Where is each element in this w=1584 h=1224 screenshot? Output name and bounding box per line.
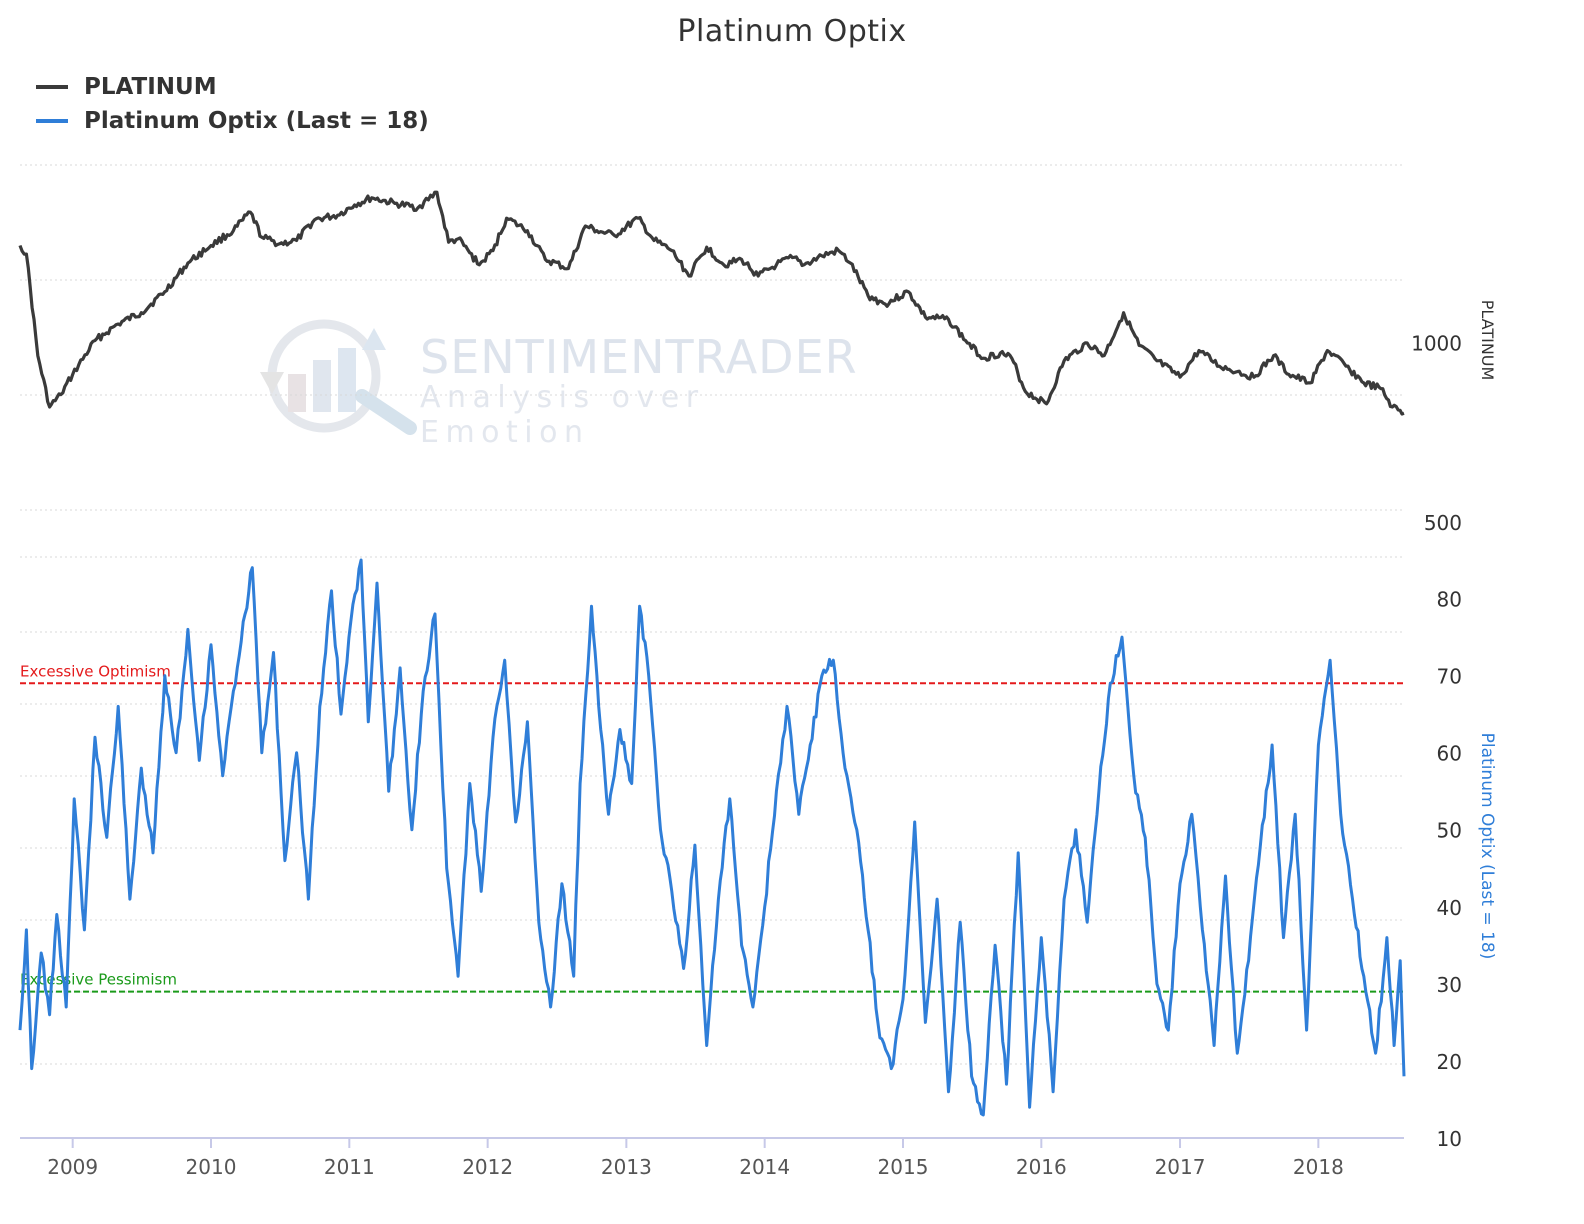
x-tick-label: 2015 [878,1155,929,1179]
chart-title: Platinum Optix [677,14,907,49]
reference-lines: Excessive Optimism Excessive Pessimism [20,662,1404,993]
bottom-y-tick-label: 30 [1437,973,1462,997]
top-y-axis-title: PLATINUM [1478,300,1497,381]
bottom-y-tick-label: 20 [1437,1050,1462,1074]
bottom-y-tick-label: 60 [1437,742,1462,766]
x-tick-label: 2009 [47,1155,98,1179]
bottom-y-tick-label: 70 [1437,665,1462,689]
bottom-y-tick-label: 50 [1437,819,1462,843]
reference-line-label: Excessive Optimism [20,662,171,680]
legend-label-platinum: PLATINUM [84,74,217,100]
x-tick-label: 2012 [462,1155,513,1179]
top-y-tick-label: 1000 [1411,332,1462,356]
x-tick-label: 2017 [1155,1155,1206,1179]
platinum-series-line[interactable] [18,190,1405,416]
legend-item-platinum[interactable]: PLATINUM [36,70,429,104]
top-y-axis-ticks: 1000 500 [1411,332,1462,535]
reference-line-label: Excessive Pessimism [20,971,177,989]
x-tick-label: 2011 [324,1155,375,1179]
legend: PLATINUM Platinum Optix (Last = 18) [36,70,429,138]
optix-series-line[interactable] [18,558,1406,1117]
x-tick-label: 2013 [601,1155,652,1179]
watermark-logo-icon [260,319,417,435]
top-panel-grid [20,164,1404,511]
x-axis: 2009 2010 2011 2012 2013 2014 2015 2016 2017 2018 [20,1137,1404,1179]
legend-label-optix: Platinum Optix (Last = 18) [84,108,429,134]
legend-swatch-platinum [36,85,68,89]
x-tick-label: 2010 [186,1155,237,1179]
bottom-y-tick-label: 40 [1437,896,1462,920]
x-tick-label: 2014 [739,1155,790,1179]
watermark-subtitle: Analysis over Emotion [420,380,705,450]
x-tick-label: 2018 [1293,1155,1344,1179]
watermark: SENTIMENTRADER Analysis over Emotion [258,316,858,450]
legend-item-optix[interactable]: Platinum Optix (Last = 18) [36,104,429,138]
top-y-tick-label: 500 [1424,511,1462,535]
bottom-y-axis-ticks: 80 70 60 50 40 30 20 10 [1437,588,1462,1151]
watermark-title: SENTIMENTRADER [420,330,858,384]
legend-swatch-optix [36,119,68,123]
x-tick-label: 2016 [1016,1155,1067,1179]
bottom-y-axis-title: Platinum Optix (Last = 18) [1477,733,1497,960]
bottom-y-tick-label: 10 [1437,1127,1462,1151]
bottom-y-tick-label: 80 [1437,588,1462,612]
